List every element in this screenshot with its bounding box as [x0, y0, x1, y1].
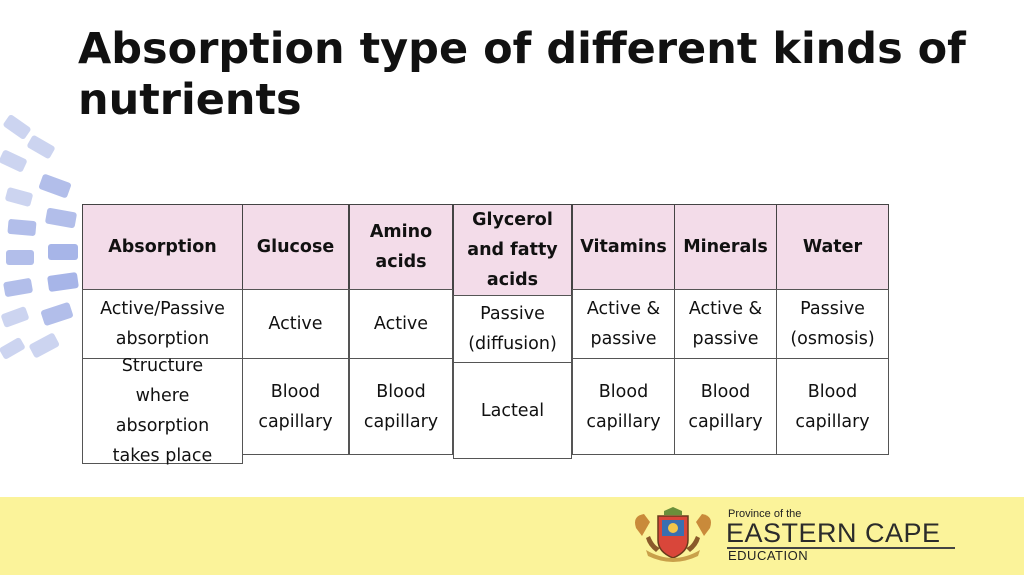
- header-cell-glycerol-fatty-acids: Glycerol and fatty acids: [453, 204, 572, 296]
- table-cell: Active & passive: [572, 289, 675, 359]
- header-cell-vitamins: Vitamins: [572, 204, 675, 290]
- logo-eastern-cape-text: EASTERN CAPE: [726, 518, 941, 548]
- logo-education-text: EDUCATION: [728, 548, 809, 563]
- coat-of-arms-icon: [635, 507, 711, 562]
- table-cell: Active: [242, 289, 349, 359]
- table-cell: Active & passive: [674, 289, 777, 359]
- header-cell-amino-acids: Amino acids: [349, 204, 453, 290]
- table-cell: Active: [349, 289, 453, 359]
- header-cell-glucose: Glucose: [242, 204, 349, 290]
- table-cell: Structure where absorption takes place: [82, 356, 243, 466]
- logo-province-text: Province of the: [728, 508, 802, 520]
- table-cell: Passive (osmosis): [776, 289, 889, 359]
- header-cell-absorption: Absorption: [82, 204, 243, 290]
- table-cell: Blood capillary: [349, 358, 453, 455]
- table-cell: Passive (diffusion): [453, 295, 572, 363]
- header-cell-minerals: Minerals: [674, 204, 777, 290]
- footer-band: [0, 497, 1024, 575]
- table-cell: Blood capillary: [572, 358, 675, 455]
- logo-divider: [727, 547, 955, 549]
- table-cell: Blood capillary: [242, 358, 349, 455]
- table-cell: Lacteal: [453, 362, 572, 459]
- header-cell-water: Water: [776, 204, 889, 290]
- table-cell: Active/Passive absorption: [82, 289, 243, 359]
- table-cell: Blood capillary: [776, 358, 889, 455]
- decorative-pattern: [0, 114, 79, 359]
- table-cell: Blood capillary: [674, 358, 777, 455]
- page-title: Absorption type of different kinds of nu…: [78, 24, 966, 125]
